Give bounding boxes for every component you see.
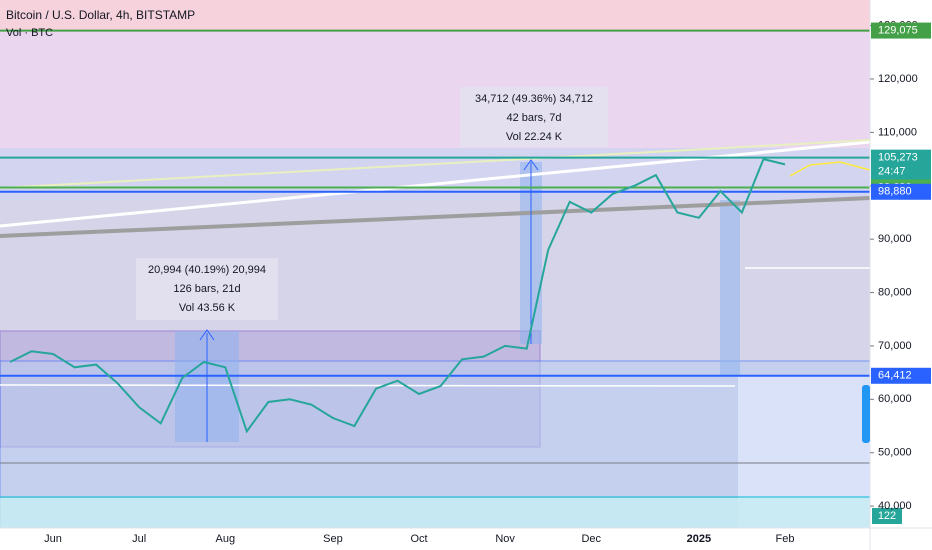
price-label: 64,412 bbox=[878, 370, 912, 382]
x-tick-label: Oct bbox=[410, 533, 427, 545]
measure-text: Vol 22.24 K bbox=[506, 131, 563, 143]
projection-arrow bbox=[0, 384, 736, 387]
x-tick-label: 2025 bbox=[687, 533, 711, 545]
volume-label: 122 bbox=[878, 510, 896, 522]
x-tick-label: Sep bbox=[323, 533, 343, 545]
trend-line bbox=[0, 196, 871, 238]
price-label: 98,880 bbox=[878, 186, 912, 198]
chart-subtitle: Vol · BTC bbox=[6, 27, 53, 39]
volume-price-label bbox=[872, 508, 902, 524]
measure-text: Vol 43.56 K bbox=[179, 302, 236, 314]
price-label-box bbox=[871, 22, 931, 39]
x-tick-label: Dec bbox=[581, 533, 601, 545]
chart-title: Bitcoin / U.S. Dollar, 4h, BITSTAMP bbox=[6, 8, 195, 22]
y-tick-label: 40,000 bbox=[878, 500, 912, 512]
x-tick-label: Nov bbox=[495, 533, 515, 545]
measure-text: 34,712 (49.36%) 34,712 bbox=[475, 93, 593, 105]
y-tick-label: 110,000 bbox=[878, 126, 917, 138]
top-zone bbox=[0, 0, 870, 30]
y-tick-label: 60,000 bbox=[878, 393, 912, 405]
projection-path bbox=[789, 161, 871, 177]
measure-range bbox=[720, 200, 740, 375]
price-label-box bbox=[871, 149, 931, 180]
countdown: 24:47 bbox=[878, 166, 906, 178]
measure-text: 20,994 (40.19%) 20,994 bbox=[148, 264, 266, 276]
measure-arrow bbox=[199, 329, 215, 341]
measure-label-box bbox=[460, 87, 608, 147]
x-tick-label: Jul bbox=[132, 533, 146, 545]
volume-zone bbox=[0, 498, 870, 528]
price-label: 129,075 bbox=[878, 24, 918, 36]
measure-arrow bbox=[523, 159, 539, 171]
price-line bbox=[9, 157, 786, 434]
x-tick-label: Feb bbox=[776, 533, 795, 545]
y-tick-label: 70,000 bbox=[878, 340, 912, 352]
y-tick-label: 120,000 bbox=[878, 73, 918, 85]
y-tick-label: 80,000 bbox=[878, 286, 912, 298]
price-axis bbox=[870, 0, 932, 550]
measure-text: 42 bars, 7d bbox=[506, 112, 561, 124]
price-label: 105,273 bbox=[878, 152, 918, 164]
x-tick-label: Aug bbox=[215, 533, 235, 545]
measure-label-box bbox=[136, 258, 278, 320]
measure-text: 126 bars, 21d bbox=[173, 283, 240, 295]
price-label-box bbox=[871, 367, 931, 384]
y-tick-label: 90,000 bbox=[878, 233, 912, 245]
trend-line bbox=[0, 139, 871, 189]
time-axis bbox=[0, 528, 870, 550]
scroll-handle[interactable] bbox=[862, 385, 870, 443]
price-label-box bbox=[871, 183, 931, 200]
x-tick-label: Jun bbox=[44, 533, 62, 545]
trend-line bbox=[0, 140, 871, 228]
y-tick-label: 50,000 bbox=[878, 447, 912, 459]
